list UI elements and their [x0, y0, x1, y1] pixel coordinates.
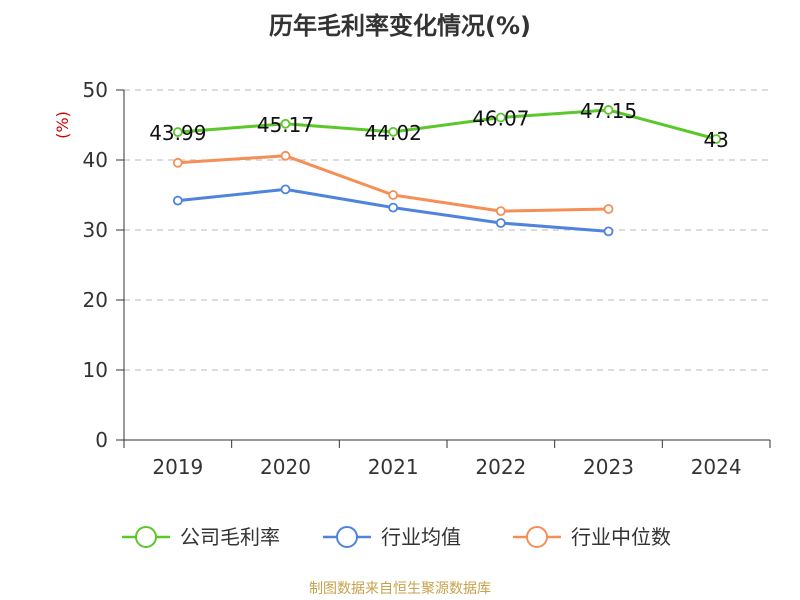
data-label: 45.17	[257, 113, 314, 137]
data-point	[603, 204, 614, 214]
data-point	[495, 206, 506, 217]
legend-item-2: 行业中位数	[513, 525, 671, 549]
data-labels: 43.99 45.17 44.02 46.07 47.15 43	[149, 99, 729, 152]
x-tick-label: 2022	[475, 455, 526, 479]
data-point	[280, 118, 291, 129]
data-point	[603, 105, 614, 115]
y-tick-label: 30	[83, 218, 108, 242]
data-point	[388, 202, 399, 213]
x-tick-label: 2020	[260, 455, 311, 479]
legend-label: 公司毛利率	[180, 525, 280, 549]
y-tick-label: 40	[83, 148, 108, 172]
source-note: 制图数据来自恒生聚源数据库	[309, 581, 491, 597]
legend-label: 行业中位数	[571, 525, 671, 549]
legend-marker	[135, 526, 157, 548]
chart-title: 历年毛利率变化情况(%)	[269, 12, 531, 40]
x-tick-label: 2023	[583, 455, 634, 479]
legend-item-1: 行业均值	[323, 525, 461, 549]
data-point	[172, 157, 183, 168]
data-point	[495, 112, 506, 123]
legend-marker	[336, 526, 358, 548]
data-point	[172, 195, 183, 206]
y-tick-label: 20	[83, 288, 108, 312]
data-point	[172, 127, 183, 137]
grid-lines	[124, 89, 770, 371]
legend-item-0: 公司毛利率	[122, 525, 280, 549]
data-point	[711, 134, 722, 144]
data-label: 47.15	[580, 99, 637, 123]
data-point	[280, 150, 291, 161]
data-point	[388, 126, 399, 137]
legend-marker	[526, 526, 548, 548]
y-tick-label: 50	[83, 78, 108, 102]
data-label: 43	[703, 128, 728, 152]
legend-label: 行业均值	[381, 525, 461, 549]
x-tick-label: 2021	[368, 455, 419, 479]
x-tick-label: 2019	[152, 455, 203, 479]
data-label: 46.07	[472, 107, 529, 131]
data-point	[495, 218, 506, 228]
y-axis-label: (%)	[53, 111, 72, 139]
x-tick-label: 2024	[691, 455, 742, 479]
y-tick-label: 0	[95, 428, 108, 452]
series-line-0	[177, 108, 717, 141]
series-layer	[172, 105, 722, 237]
data-point	[280, 184, 291, 195]
data-label: 43.99	[149, 121, 206, 145]
data-point	[603, 226, 614, 237]
data-label: 44.02	[365, 121, 422, 145]
axes: 0 10 20 30 40 50 2019 2020 2021 2022 2023 2024	[83, 78, 771, 479]
y-tick-label: 10	[83, 358, 108, 382]
legend: 公司毛利率 行业均值 行业中位数	[122, 525, 671, 549]
data-point	[388, 190, 399, 200]
